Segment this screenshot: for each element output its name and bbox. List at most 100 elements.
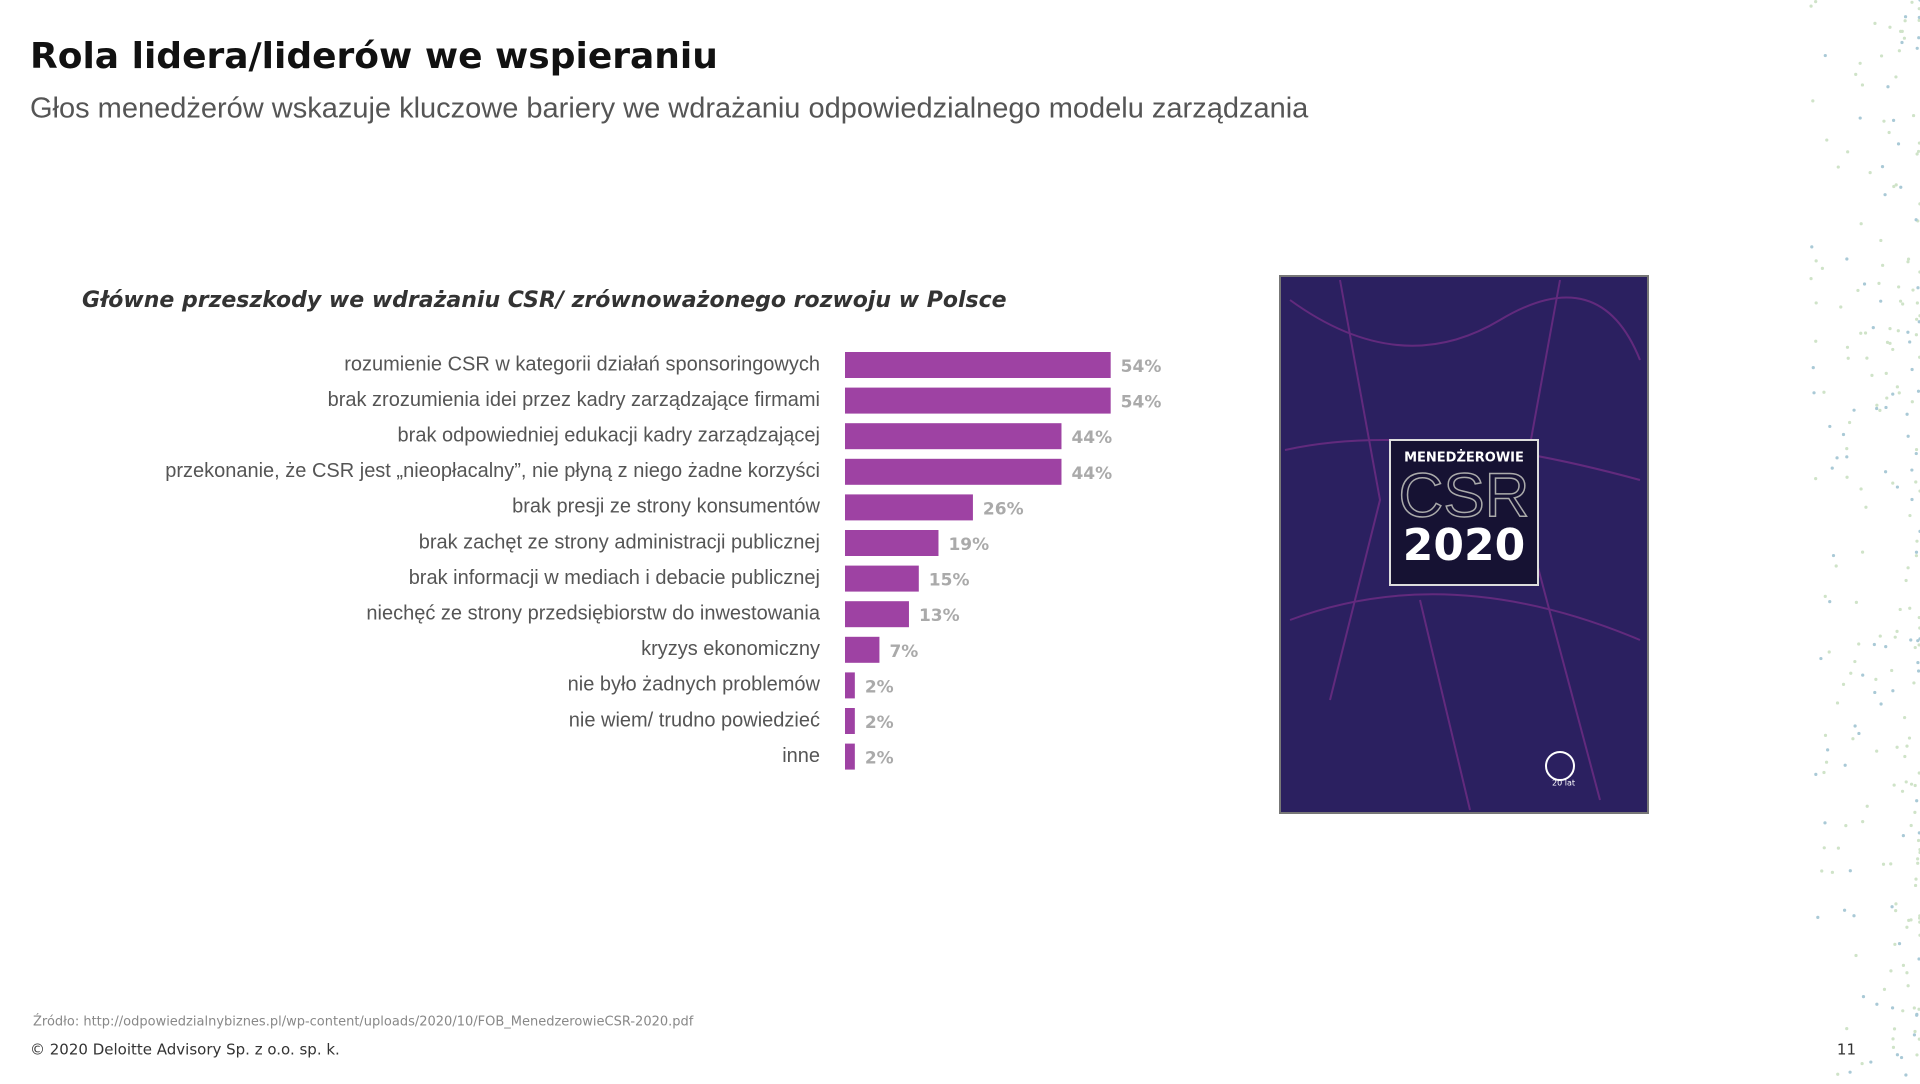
dot <box>1851 737 1855 741</box>
dot <box>1814 0 1818 4</box>
dot <box>1822 770 1826 775</box>
dot <box>1913 783 1917 788</box>
dot <box>1915 317 1919 321</box>
dot <box>1916 857 1920 861</box>
dot <box>1878 408 1882 412</box>
dot <box>1845 455 1849 459</box>
dot <box>1825 138 1829 142</box>
category-label: rozumienie CSR w kategorii działań spons… <box>344 353 820 375</box>
dot <box>1823 53 1827 58</box>
dot <box>1884 645 1888 649</box>
dot <box>1879 702 1883 706</box>
dot <box>1845 475 1849 479</box>
bar <box>845 565 919 592</box>
dot <box>1894 909 1898 913</box>
category-label: brak informacji w mediach i debacie publ… <box>409 567 820 589</box>
dot <box>1831 553 1836 558</box>
cover-text: CSR <box>1399 461 1530 530</box>
dot <box>1899 185 1903 189</box>
dot <box>1861 673 1865 677</box>
dot <box>1814 477 1818 481</box>
category-label: brak odpowiedniej edukacji kadry zarządz… <box>398 424 820 446</box>
dot <box>1885 340 1890 344</box>
dot <box>1909 823 1913 828</box>
dot <box>1917 1037 1920 1041</box>
dot <box>1842 908 1847 912</box>
dot <box>1874 677 1878 681</box>
dot <box>1871 326 1875 330</box>
dot <box>1905 744 1909 748</box>
bar <box>845 672 855 699</box>
dot <box>1835 701 1840 705</box>
dot <box>1854 600 1859 604</box>
dot <box>1892 783 1896 787</box>
dot <box>1883 193 1887 197</box>
dot <box>1895 485 1900 489</box>
cover-text: 2020 <box>1403 520 1525 571</box>
dot <box>1823 594 1827 599</box>
dot <box>1917 320 1920 324</box>
dot <box>1916 389 1920 393</box>
dot <box>1854 953 1858 958</box>
dot <box>1865 356 1869 360</box>
bar <box>845 494 973 521</box>
dot <box>1879 54 1884 58</box>
dot <box>1915 46 1919 50</box>
dot <box>1865 804 1869 808</box>
dot <box>1863 331 1868 335</box>
dot <box>1917 18 1920 22</box>
dot <box>1809 4 1813 8</box>
dot <box>1845 447 1849 451</box>
dot <box>1868 171 1872 175</box>
dot <box>1875 749 1879 753</box>
cover-logo <box>1545 751 1575 781</box>
value-label: 44% <box>1071 428 1112 448</box>
dot <box>1835 456 1839 460</box>
dot <box>1883 470 1888 474</box>
dot <box>1914 333 1918 337</box>
dot <box>1893 942 1897 946</box>
dot <box>1893 635 1897 639</box>
dot <box>1852 914 1856 918</box>
dot <box>1905 971 1909 975</box>
dot <box>1892 184 1896 189</box>
bar <box>845 423 1062 450</box>
dot <box>1911 113 1916 118</box>
dot <box>1891 1037 1895 1041</box>
dot <box>1882 119 1886 123</box>
dot <box>1915 301 1919 305</box>
dot <box>1859 331 1863 335</box>
dot <box>1912 1006 1916 1010</box>
value-label: 15% <box>929 571 970 591</box>
dot <box>1913 645 1917 650</box>
dot <box>1860 1061 1864 1066</box>
bar <box>845 743 855 770</box>
dot <box>1846 150 1850 154</box>
dot <box>1914 480 1918 484</box>
dot <box>1894 183 1898 187</box>
dot <box>1897 942 1902 946</box>
dot <box>1915 799 1919 803</box>
dot <box>1904 578 1908 583</box>
dot <box>1912 1033 1917 1037</box>
dot <box>1839 305 1843 309</box>
dot <box>1907 918 1911 922</box>
dot <box>1914 447 1919 452</box>
cover-box <box>1389 439 1539 586</box>
dot <box>1906 566 1910 570</box>
dot <box>1875 403 1879 407</box>
bar <box>845 530 939 556</box>
dot <box>1911 288 1915 292</box>
dot <box>1889 969 1893 973</box>
book-cover: MENEDŻEROWIE CSR 2020 20 lat <box>1279 275 1649 814</box>
dot <box>1900 40 1904 45</box>
dot <box>1816 915 1820 919</box>
category-label: nie było żadnych problemów <box>568 674 821 696</box>
dot <box>1847 420 1852 425</box>
dot <box>1819 656 1823 661</box>
dot <box>1901 834 1905 838</box>
dot <box>1897 391 1901 395</box>
dot <box>1857 642 1861 646</box>
dot <box>1834 564 1838 568</box>
dot <box>1904 780 1908 784</box>
